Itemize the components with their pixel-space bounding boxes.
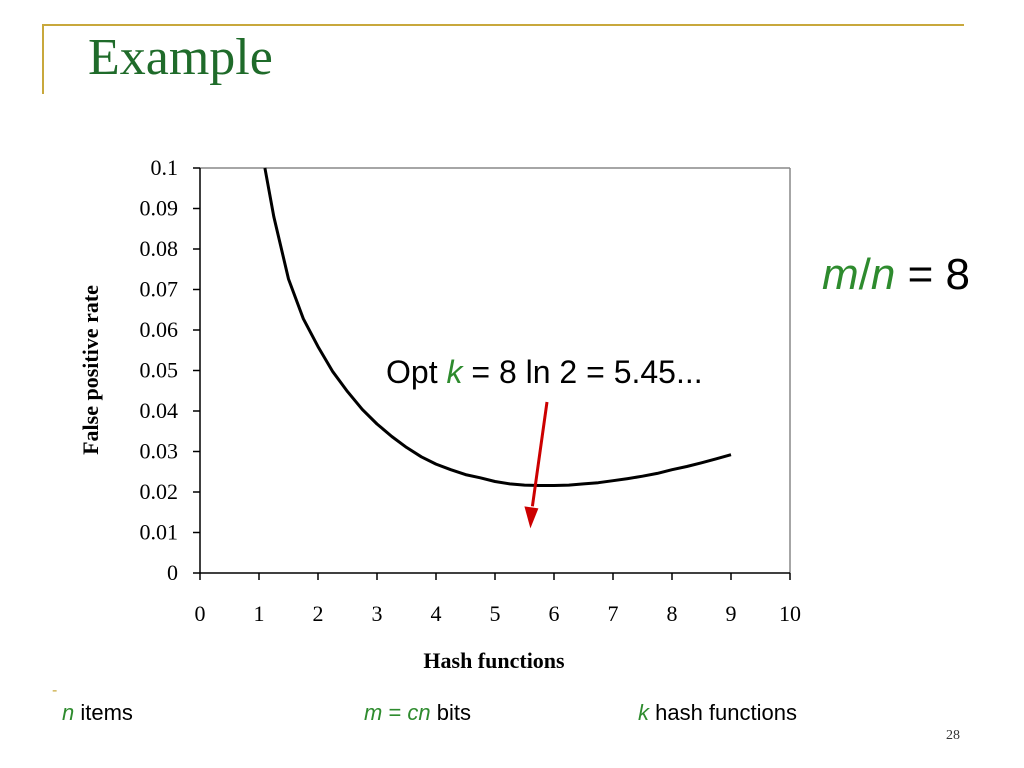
optimal-k-annotation: Opt k = 8 ln 2 = 5.45... [386,354,703,391]
y-tick-label: 0.05 [140,358,179,383]
y-tick-label: 0.01 [140,520,179,545]
y-tick-label: 0 [167,560,178,585]
opt-prefix: Opt [386,354,447,390]
y-tick-label: 0.04 [140,398,179,423]
items-var: n [62,700,75,725]
x-tick-label: 4 [431,601,442,626]
series-line [263,167,732,487]
chart-marks [263,167,732,529]
footer-bullet: - [52,682,58,699]
x-tick-label: 1 [254,601,265,626]
x-tick-label: 10 [779,601,801,626]
x-axis-title: Hash functions [423,648,565,673]
bits-eq: = [382,700,408,725]
y-tick-label: 0.02 [140,479,179,504]
footer-bits: m = cn bits [364,700,471,726]
y-tick-label: 0.03 [140,439,179,464]
x-tick-label: 5 [490,601,501,626]
y-tick-label: 0.08 [140,236,179,261]
bits-label: bits [430,700,472,725]
y-axis-title: False positive rate [78,285,103,455]
x-tick-label: 7 [608,601,619,626]
ratio-rest: = 8 [895,250,970,299]
ratio-m: m [822,250,859,299]
footer-items: n items [62,700,133,726]
bits-var-cn: cn [407,700,431,725]
x-tick-label: 6 [549,601,560,626]
y-tick-label: 0.09 [140,196,179,221]
footer-hash: k hash functions [638,700,797,726]
bits-var-m: m [364,700,383,725]
opt-rest: = 8 ln 2 = 5.45... [462,354,703,390]
y-tick-label: 0.1 [151,155,179,180]
x-tick-label: 8 [667,601,678,626]
hash-label: hash functions [649,700,797,725]
items-label: items [74,700,133,725]
x-tick-label: 2 [313,601,324,626]
x-tick-label: 3 [372,601,383,626]
ratio-n: n [870,250,896,299]
hash-var: k [638,700,649,725]
annotation-arrow-line [530,401,549,507]
chart-axes: 0 0.01 0.02 0.03 0.04 0.05 0.06 0.07 0.08 0.09 0.1… [140,155,802,626]
m-over-n-ratio: m/n = 8 [822,250,970,300]
y-tick-label: 0.06 [140,317,179,342]
opt-k-var: k [446,354,463,390]
x-tick-label: 9 [726,601,737,626]
page-number: 28 [946,728,960,743]
frame-left-line [42,24,44,94]
y-tick-label: 0.07 [140,277,179,302]
annotation-arrow-head [524,506,539,529]
ratio-slash: / [858,250,871,299]
frame-top-line [42,24,964,26]
x-tick-label: 0 [195,601,206,626]
slide-title: Example [88,29,273,86]
